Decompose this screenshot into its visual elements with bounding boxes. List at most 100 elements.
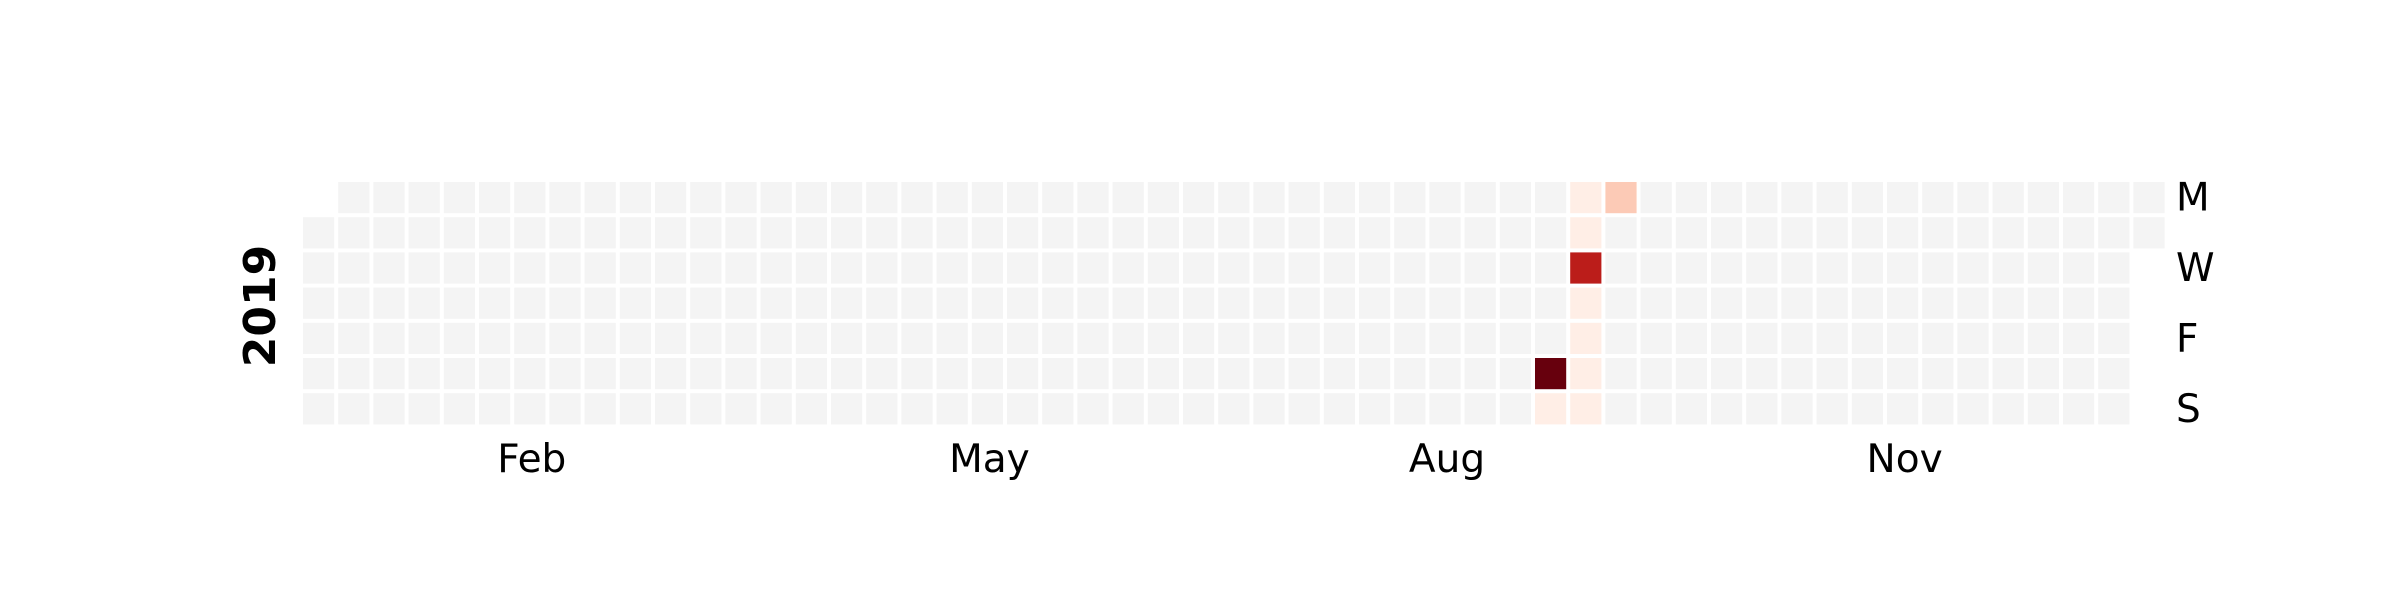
heatmap-cell: [725, 217, 757, 249]
heatmap-cell: [1570, 182, 1602, 214]
heatmap-cell: [1640, 322, 1672, 354]
heatmap-cell: [2027, 217, 2059, 249]
heatmap-cell: [303, 287, 335, 319]
heatmap-cell: [1042, 358, 1074, 390]
heatmap-cell: [725, 182, 757, 214]
heatmap-cell: [1816, 287, 1848, 319]
heatmap-cell: [1957, 217, 1989, 249]
heatmap-cell: [1218, 358, 1250, 390]
heatmap-cell: [1394, 252, 1426, 284]
heatmap-cell: [1077, 252, 1109, 284]
heatmap-cell: [1781, 287, 1813, 319]
heatmap-cell: [303, 252, 335, 284]
heatmap-cell: [1394, 393, 1426, 425]
heatmap-cell: [1042, 252, 1074, 284]
heatmap-cell: [1253, 287, 1285, 319]
heatmap-cell: [1147, 217, 1179, 249]
heatmap-cell: [1957, 393, 1989, 425]
heatmap-cell: [760, 182, 792, 214]
heatmap-cell: [1112, 182, 1144, 214]
heatmap-cell: [1711, 322, 1743, 354]
heatmap-cell: [1992, 322, 2024, 354]
heatmap-cell: [725, 322, 757, 354]
heatmap-cell: [760, 252, 792, 284]
heatmap-cell: [1922, 287, 1954, 319]
heatmap-cell: [866, 393, 898, 425]
heatmap-cell: [1218, 393, 1250, 425]
heatmap-cell: [831, 393, 863, 425]
heatmap-cell: [831, 252, 863, 284]
heatmap-cell: [1675, 182, 1707, 214]
heatmap-cell: [1711, 393, 1743, 425]
heatmap-cell: [1570, 393, 1602, 425]
heatmap-cell: [901, 217, 933, 249]
heatmap-cell: [514, 252, 546, 284]
heatmap-cell: [549, 393, 581, 425]
heatmap-cell: [584, 322, 616, 354]
heatmap-cell: [338, 358, 370, 390]
heatmap-cell: [971, 287, 1003, 319]
heatmap-cell: [795, 393, 827, 425]
heatmap-cell: [2027, 287, 2059, 319]
heatmap-cell: [1957, 252, 1989, 284]
month-tick-label: Feb: [497, 437, 566, 482]
heatmap-cell: [303, 358, 335, 390]
heatmap-cell: [1816, 358, 1848, 390]
heatmap-cell: [338, 393, 370, 425]
heatmap-cell: [1112, 393, 1144, 425]
heatmap-cell: [901, 322, 933, 354]
heatmap-cell: [1218, 217, 1250, 249]
heatmap-cell: [1535, 287, 1567, 319]
heatmap-cell: [1499, 252, 1531, 284]
heatmap-cell: [1112, 322, 1144, 354]
heatmap-cell: [1816, 217, 1848, 249]
heatmap-cell: [2133, 217, 2165, 249]
heatmap-cell: [1570, 217, 1602, 249]
heatmap-cell: [2098, 182, 2130, 214]
heatmap-cell: [2027, 322, 2059, 354]
heatmap-cell: [760, 217, 792, 249]
heatmap-cell: [1816, 393, 1848, 425]
heatmap-cell: [1746, 252, 1778, 284]
heatmap-cell: [1887, 358, 1919, 390]
heatmap-cell: [831, 182, 863, 214]
heatmap-cell: [1112, 252, 1144, 284]
heatmap-cell: [408, 393, 440, 425]
heatmap-cell: [1147, 287, 1179, 319]
heatmap-cell: [936, 358, 968, 390]
heatmap-cell: [373, 182, 405, 214]
heatmap-cell: [1957, 182, 1989, 214]
heatmap-cell: [1711, 252, 1743, 284]
heatmap-cell: [1992, 393, 2024, 425]
heatmap-cell: [1992, 252, 2024, 284]
heatmap-cell: [690, 217, 722, 249]
weekday-tick-label: M: [2176, 176, 2210, 221]
heatmap-cell: [514, 393, 546, 425]
heatmap-cell: [1359, 217, 1391, 249]
heatmap-cell: [479, 322, 511, 354]
heatmap-cell: [866, 287, 898, 319]
heatmap-cell: [1922, 217, 1954, 249]
heatmap-cell: [408, 182, 440, 214]
heatmap-cell: [373, 252, 405, 284]
heatmap-cell: [1957, 358, 1989, 390]
heatmap-cell: [408, 358, 440, 390]
heatmap-cell: [373, 358, 405, 390]
heatmap-cell: [1147, 182, 1179, 214]
heatmap-cell: [866, 322, 898, 354]
heatmap-cell: [1359, 358, 1391, 390]
heatmap-cell: [936, 182, 968, 214]
heatmap-cell: [338, 322, 370, 354]
heatmap-cell: [1675, 287, 1707, 319]
heatmap-cell: [1288, 358, 1320, 390]
heatmap-cell: [2063, 358, 2095, 390]
heatmap-cell: [760, 322, 792, 354]
heatmap-cell: [514, 322, 546, 354]
heatmap-cell: [303, 322, 335, 354]
heatmap-cell: [1992, 358, 2024, 390]
heatmap-cell: [1042, 217, 1074, 249]
heatmap-cell: [1535, 393, 1567, 425]
heatmap-cell: [1007, 358, 1039, 390]
heatmap-cell: [373, 287, 405, 319]
